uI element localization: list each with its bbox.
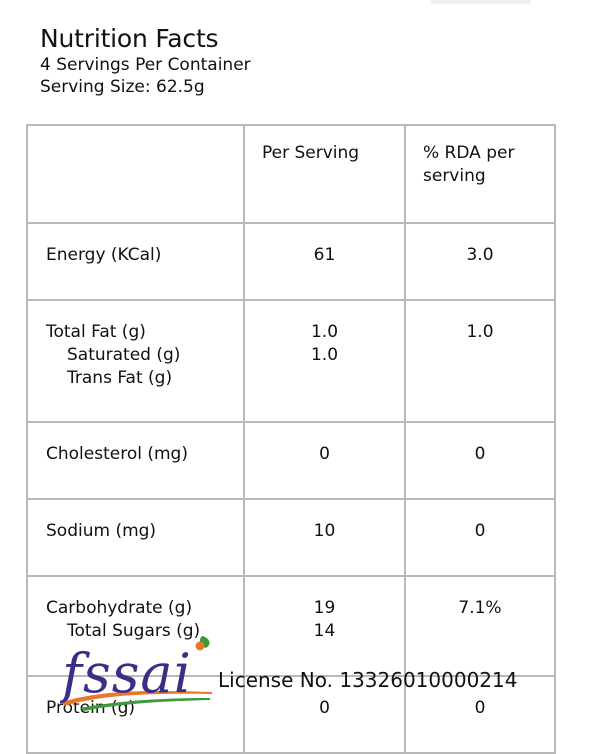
per-serving-value: 10 <box>243 498 406 577</box>
license-number: License No. 13326010000214 <box>218 668 518 692</box>
nutrient-name-cell: Carbohydrate (g) Total Sugars (g) <box>26 575 245 677</box>
table-row: Total Fat (g) Saturated (g) Trans Fat (g… <box>26 299 556 423</box>
per-serving-sub-value: 1.0 <box>310 345 339 365</box>
rda-value: 0 <box>404 675 556 754</box>
rda-value: 1.0 <box>404 299 556 423</box>
rda-value: 7.1% <box>404 575 556 677</box>
footer: fssai License No. 13326010000214 <box>58 632 580 712</box>
per-serving-cell: 19 14 <box>243 575 406 677</box>
page-title: Nutrition Facts <box>40 24 219 53</box>
nutrient-name: Carbohydrate (g) <box>46 598 193 618</box>
nutrient-name: Cholesterol (mg) <box>26 421 245 500</box>
nutrition-header: Nutrition Facts 4 Servings Per Container… <box>40 24 251 98</box>
header-rda: % RDA per serving <box>404 124 556 224</box>
per-serving-value: 1.0 <box>310 322 339 342</box>
per-serving-value: 19 <box>313 598 336 618</box>
svg-text:fssai: fssai <box>60 642 192 705</box>
rda-value: 3.0 <box>404 222 556 301</box>
table-row: Energy (KCal) 61 3.0 <box>26 222 556 301</box>
table-row: Cholesterol (mg) 0 0 <box>26 421 556 500</box>
serving-size: Serving Size: 62.5g <box>40 77 205 97</box>
rda-value: 0 <box>404 498 556 577</box>
header-empty-cell <box>26 124 245 224</box>
sub-nutrient-name: Trans Fat (g) <box>67 368 173 388</box>
nutrient-name: Sodium (mg) <box>26 498 245 577</box>
nutrient-name: Total Fat (g) <box>46 322 146 342</box>
table-header-row: Per Serving % RDA per serving <box>26 124 556 224</box>
per-serving-sub-value: 14 <box>313 621 336 641</box>
sub-nutrient-name: Total Sugars (g) <box>67 621 201 641</box>
table-row: Sodium (mg) 10 0 <box>26 498 556 577</box>
sub-nutrient-name: Saturated (g) <box>67 345 181 365</box>
rda-value: 0 <box>404 421 556 500</box>
per-serving-value: 0 <box>243 421 406 500</box>
nutrient-name: Energy (KCal) <box>26 222 245 301</box>
per-serving-value: 61 <box>243 222 406 301</box>
nutrient-name-cell: Total Fat (g) Saturated (g) Trans Fat (g… <box>26 299 245 423</box>
fssai-logo: fssai <box>58 632 218 712</box>
header-per-serving: Per Serving <box>243 124 406 224</box>
top-tab-strip <box>431 0 531 4</box>
per-serving-cell: 1.0 1.0 <box>243 299 406 423</box>
servings-per-container: 4 Servings Per Container <box>40 55 251 75</box>
table-row: Carbohydrate (g) Total Sugars (g) 19 14 … <box>26 575 556 677</box>
